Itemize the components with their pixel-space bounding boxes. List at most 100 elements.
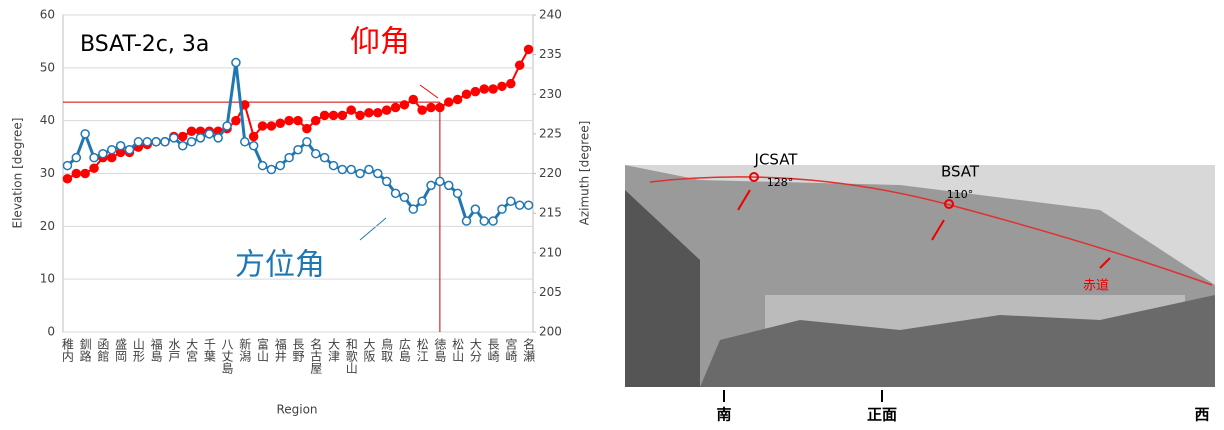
point bbox=[436, 103, 444, 111]
point bbox=[365, 109, 373, 117]
x-tick-label: 富山 bbox=[256, 337, 270, 362]
point bbox=[498, 205, 506, 213]
x-tick-label: 長野 bbox=[291, 338, 305, 362]
sat-angle: 128° bbox=[767, 176, 794, 189]
sat-angle: 110° bbox=[947, 188, 974, 201]
x-tick-label: 釧路 bbox=[78, 338, 92, 363]
point bbox=[321, 154, 329, 162]
series-line bbox=[67, 49, 528, 179]
equator-label: 赤道 bbox=[1083, 279, 1109, 294]
point bbox=[232, 59, 240, 67]
y2-tick-label: 205 bbox=[539, 285, 562, 299]
y2-tick-label: 210 bbox=[539, 245, 562, 259]
y2-tick-label: 215 bbox=[539, 206, 562, 220]
point bbox=[400, 101, 408, 109]
point bbox=[312, 150, 320, 158]
direction-label: 西 bbox=[1194, 406, 1209, 424]
point bbox=[179, 142, 187, 150]
point bbox=[400, 193, 408, 201]
point bbox=[462, 90, 470, 98]
point bbox=[454, 96, 462, 104]
point bbox=[214, 134, 222, 142]
point bbox=[462, 217, 470, 225]
point bbox=[152, 138, 160, 146]
point bbox=[90, 154, 98, 162]
x-tick-label: 大阪 bbox=[362, 338, 376, 363]
point bbox=[196, 134, 204, 142]
point bbox=[409, 205, 417, 213]
y-tick-label: 0 bbox=[47, 325, 55, 339]
point bbox=[143, 138, 151, 146]
point bbox=[250, 142, 258, 150]
point bbox=[374, 109, 382, 117]
x-tick-label: 福井 bbox=[273, 337, 287, 363]
x-tick-label: 松山 bbox=[451, 338, 465, 362]
point bbox=[489, 217, 497, 225]
point bbox=[294, 146, 302, 154]
point bbox=[188, 138, 196, 146]
annotation-arrow bbox=[420, 85, 438, 98]
point bbox=[418, 106, 426, 114]
point bbox=[356, 170, 364, 178]
point bbox=[126, 146, 134, 154]
point bbox=[303, 125, 311, 133]
point bbox=[108, 146, 116, 154]
x-tick-label: 名瀬 bbox=[522, 337, 536, 362]
point bbox=[480, 217, 488, 225]
point bbox=[392, 189, 400, 197]
direction-label: 南 bbox=[716, 406, 731, 424]
y2-tick-label: 235 bbox=[539, 47, 562, 61]
x-tick-label: 福島 bbox=[149, 337, 163, 363]
x-tick-label: 鳥取 bbox=[380, 337, 394, 362]
point bbox=[383, 106, 391, 114]
y-axis-title: Elevation [degree] bbox=[11, 118, 25, 229]
x-tick-label: 八丈島 bbox=[220, 338, 234, 375]
point bbox=[72, 154, 80, 162]
point bbox=[232, 117, 240, 125]
point bbox=[188, 127, 196, 135]
point bbox=[134, 138, 142, 146]
point bbox=[525, 45, 533, 53]
point bbox=[267, 122, 275, 130]
page: BSAT-2c, 3a Region Elevation [degree] Az… bbox=[0, 0, 1224, 426]
y2-tick-label: 230 bbox=[539, 87, 562, 101]
y-tick-label: 30 bbox=[40, 166, 55, 180]
y-tick-label: 50 bbox=[40, 60, 55, 74]
point bbox=[267, 166, 275, 174]
x-tick-label: 長崎 bbox=[486, 338, 500, 362]
x-tick-label: 和歌山 bbox=[344, 338, 358, 374]
x-tick-label: 徳島 bbox=[433, 337, 447, 363]
point bbox=[321, 111, 329, 119]
point bbox=[347, 106, 355, 114]
point bbox=[285, 154, 293, 162]
point bbox=[303, 138, 311, 146]
point bbox=[480, 85, 488, 93]
point bbox=[329, 162, 337, 170]
y2-tick-label: 225 bbox=[539, 126, 562, 140]
point bbox=[259, 122, 267, 130]
point bbox=[338, 166, 346, 174]
y2-tick-label: 200 bbox=[539, 325, 562, 339]
x-tick-label: 松江 bbox=[415, 338, 429, 362]
point bbox=[276, 162, 284, 170]
y-tick-label: 20 bbox=[40, 219, 55, 233]
point bbox=[445, 181, 453, 189]
point bbox=[205, 130, 213, 138]
point bbox=[329, 111, 337, 119]
point bbox=[294, 117, 302, 125]
y-tick-label: 40 bbox=[40, 113, 55, 127]
point bbox=[445, 98, 453, 106]
x-tick-label: 大宮 bbox=[185, 338, 199, 362]
point bbox=[507, 197, 515, 205]
series-label: 仰角 bbox=[350, 25, 410, 60]
x-tick-label: 盛岡 bbox=[114, 337, 128, 362]
point bbox=[365, 166, 373, 174]
point bbox=[276, 119, 284, 127]
point bbox=[498, 82, 506, 90]
point bbox=[63, 162, 71, 170]
x-tick-label: 水戸 bbox=[167, 338, 181, 363]
point bbox=[63, 175, 71, 183]
point bbox=[454, 189, 462, 197]
sat-name: BSAT bbox=[941, 163, 980, 181]
x-tick-label: 山形 bbox=[131, 338, 145, 363]
